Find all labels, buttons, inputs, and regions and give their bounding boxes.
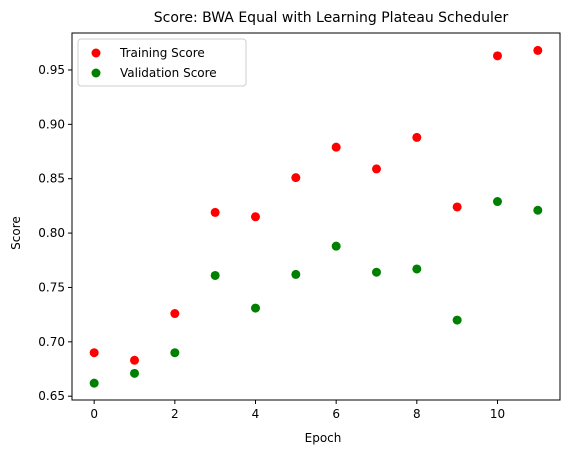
x-tick-label: 6 bbox=[332, 407, 340, 421]
x-axis-label: Epoch bbox=[305, 431, 342, 445]
validation-point bbox=[89, 378, 99, 388]
training-point bbox=[492, 51, 502, 61]
series-validation bbox=[89, 197, 543, 388]
training-point bbox=[533, 45, 543, 55]
y-tick-label: 0.65 bbox=[38, 389, 65, 403]
legend: Training Score Validation Score bbox=[77, 38, 247, 87]
validation-point bbox=[452, 315, 462, 325]
training-point bbox=[452, 202, 462, 212]
legend-label: Training Score bbox=[119, 46, 205, 60]
validation-point bbox=[371, 267, 381, 277]
validation-point bbox=[130, 368, 140, 378]
validation-point bbox=[170, 348, 180, 358]
training-point bbox=[170, 309, 180, 319]
training-point bbox=[251, 212, 261, 222]
y-tick-label: 0.80 bbox=[38, 226, 65, 240]
plot-frame bbox=[71, 32, 561, 401]
y-tick-label: 0.75 bbox=[38, 280, 65, 294]
y-tick-label: 0.85 bbox=[38, 172, 65, 186]
validation-point bbox=[210, 270, 220, 280]
y-tick-label: 0.90 bbox=[38, 117, 65, 131]
validation-point bbox=[251, 303, 261, 313]
validation-point bbox=[412, 264, 422, 274]
x-tick-label: 8 bbox=[413, 407, 421, 421]
legend-box bbox=[77, 38, 247, 87]
plot-area: 0 2 4 6 8 10 0.65 0.70 0.75 0.80 0.85 0.90 0.95 bbox=[38, 32, 561, 421]
x-tick-label: 0 bbox=[90, 407, 98, 421]
legend-marker bbox=[91, 48, 101, 58]
validation-point bbox=[492, 197, 502, 207]
chart-title: Score: BWA Equal with Learning Plateau S… bbox=[154, 10, 509, 26]
legend-label: Validation Score bbox=[120, 66, 217, 80]
training-point bbox=[331, 142, 341, 152]
x-tick-label: 4 bbox=[252, 407, 260, 421]
training-point bbox=[291, 173, 301, 183]
x-tick-label: 2 bbox=[171, 407, 179, 421]
x-tick-label: 10 bbox=[490, 407, 505, 421]
training-point bbox=[412, 132, 422, 142]
training-point bbox=[371, 164, 381, 174]
validation-point bbox=[291, 269, 301, 279]
y-axis-label: Score bbox=[9, 216, 23, 250]
training-point bbox=[89, 348, 99, 358]
y-tick-label: 0.70 bbox=[38, 335, 65, 349]
validation-point bbox=[331, 241, 341, 251]
legend-marker bbox=[91, 68, 101, 78]
validation-point bbox=[533, 205, 543, 215]
y-tick-label: 0.95 bbox=[38, 63, 65, 77]
series-training bbox=[89, 45, 543, 365]
training-point bbox=[130, 355, 140, 365]
training-point bbox=[210, 207, 220, 217]
